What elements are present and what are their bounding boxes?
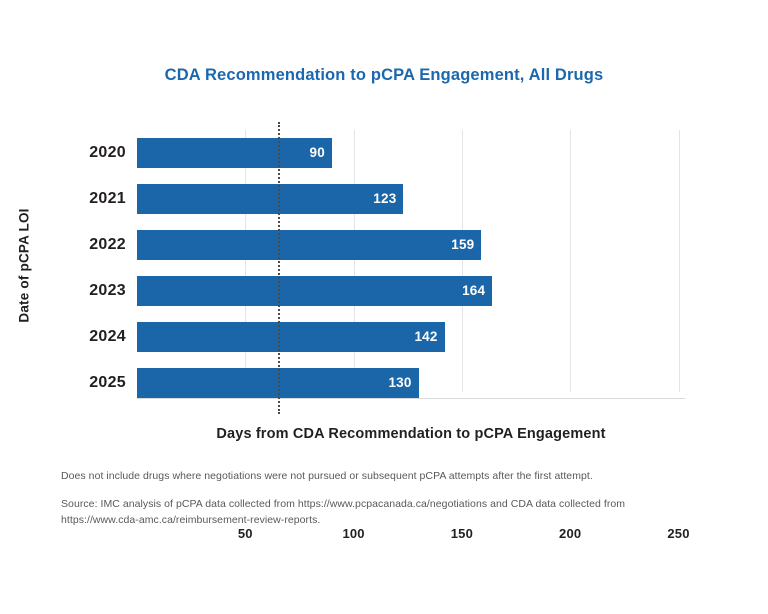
bar-row: 142 bbox=[137, 322, 685, 352]
category-label-2024: 2024 bbox=[89, 328, 126, 345]
x-axis-line bbox=[137, 398, 685, 399]
bar-row: 90 bbox=[137, 138, 685, 168]
x-tick-label: 100 bbox=[342, 526, 365, 541]
bar-row: 130 bbox=[137, 368, 685, 398]
bar-2023[interactable]: 164 bbox=[137, 276, 493, 306]
bar-value-label: 90 bbox=[309, 145, 325, 161]
x-axis-title: Days from CDA Recommendation to pCPA Eng… bbox=[216, 426, 606, 442]
bar-row: 159 bbox=[137, 230, 685, 260]
bar-value-label: 164 bbox=[462, 283, 486, 299]
bar-value-label: 123 bbox=[373, 191, 397, 207]
bar-value-label: 130 bbox=[388, 375, 412, 391]
category-label-2025: 2025 bbox=[89, 374, 126, 391]
bar-2021[interactable]: 123 bbox=[137, 184, 404, 214]
bar-2024[interactable]: 142 bbox=[137, 322, 445, 352]
x-tick-label: 250 bbox=[667, 526, 690, 541]
bar-row: 164 bbox=[137, 276, 685, 306]
plot-area: 90 2020 123 2021 159 2022 164 2023 142 2024 130 202… bbox=[89, 122, 689, 541]
category-label-2022: 2022 bbox=[89, 236, 126, 253]
footnote-source: Source: IMC analysis of pCPA data collec… bbox=[61, 498, 626, 526]
gridline bbox=[353, 130, 355, 392]
y-axis-title: Date of pCPA LOI bbox=[16, 208, 32, 323]
footnote-disclaimer: Does not include drugs where negotiation… bbox=[61, 470, 593, 482]
gridline bbox=[678, 130, 680, 392]
category-label-2021: 2021 bbox=[89, 190, 126, 207]
x-tick-label: 200 bbox=[559, 526, 582, 541]
bar-value-label: 142 bbox=[414, 329, 438, 345]
category-label-2020: 2020 bbox=[89, 144, 126, 161]
gridline bbox=[570, 130, 572, 392]
category-label-2023: 2023 bbox=[89, 282, 126, 299]
bar-2020[interactable]: 90 bbox=[137, 138, 332, 168]
bar-value-label: 159 bbox=[451, 237, 475, 253]
bar-2022[interactable]: 159 bbox=[137, 230, 482, 260]
x-tick-label: 50 bbox=[237, 526, 253, 541]
gridline bbox=[461, 130, 463, 392]
gridline bbox=[245, 130, 247, 392]
bar-row: 123 bbox=[137, 184, 685, 214]
chart-title: CDA Recommendation to pCPA Engagement, A… bbox=[164, 66, 604, 84]
x-tick-label: 150 bbox=[450, 526, 474, 541]
footnotes: Does not include drugs where negotiation… bbox=[61, 468, 661, 528]
reference-line bbox=[277, 122, 280, 414]
